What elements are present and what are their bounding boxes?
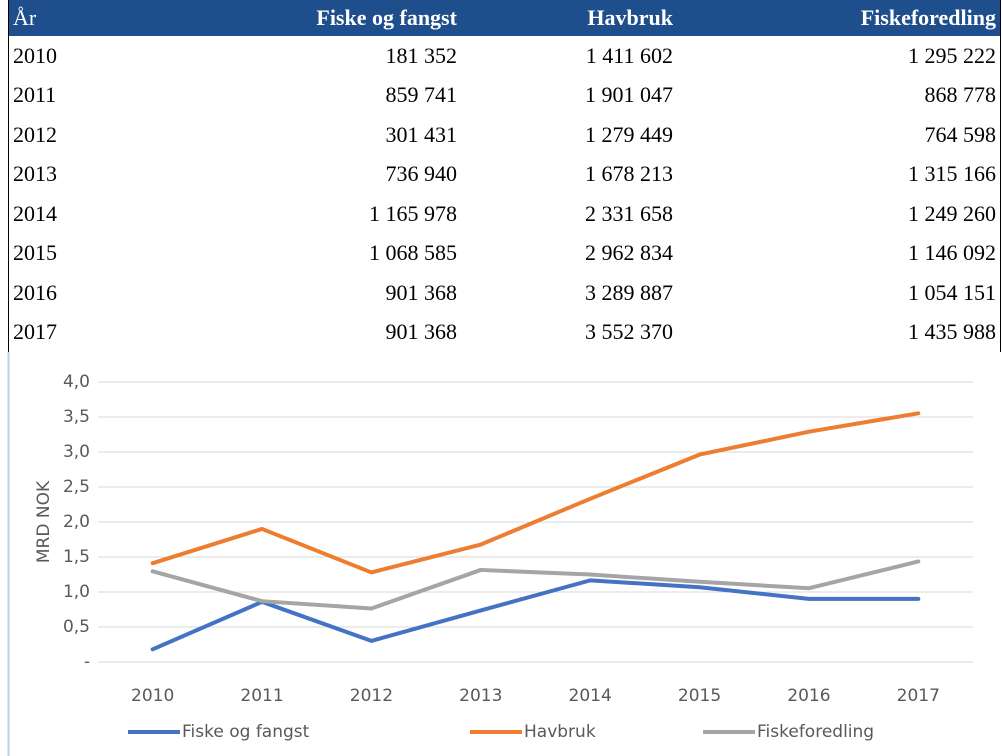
series-line bbox=[150, 578, 921, 652]
header-cell: Fiskeforedling bbox=[676, 0, 1001, 36]
table-row: 2012 301 431 1 279 449 764 598 bbox=[9, 115, 1001, 155]
x-tick-label: 2011 bbox=[240, 686, 283, 706]
table-cell: 1 315 166 bbox=[908, 161, 996, 187]
y-axis-label: MRD NOK bbox=[34, 480, 54, 563]
table-row: 2011 859 741 1 901 047 868 778 bbox=[9, 76, 1001, 116]
header-cell: Havbruk bbox=[460, 0, 677, 36]
table-cell: 1 295 222 bbox=[908, 42, 996, 68]
table-row: 2017 901 368 3 552 370 1 435 988 bbox=[9, 313, 1001, 353]
table-cell: 1 054 151 bbox=[908, 279, 996, 305]
chart: MRD NOK - 0,5 1,0 1,5 2,0 2,5 3,0 3,5 4,0 2010 201… bbox=[7, 352, 973, 756]
table-cell: 1 901 047 bbox=[584, 82, 673, 108]
x-tick-label: 2010 bbox=[131, 686, 174, 706]
table-cell: 1 068 585 bbox=[368, 240, 457, 266]
y-tick-label: 2,5 bbox=[63, 477, 90, 497]
table-cell: 2014 bbox=[13, 200, 57, 226]
x-tick-label: 2014 bbox=[569, 686, 612, 706]
table-cell: 2017 bbox=[13, 319, 57, 345]
table-row: 2016 901 368 3 289 887 1 054 151 bbox=[9, 273, 1001, 313]
legend-label: Fiske og fangst bbox=[182, 722, 310, 742]
table-cell: 859 741 bbox=[385, 82, 457, 108]
table-cell: 1 146 092 bbox=[908, 240, 996, 266]
table-cell: 2 962 834 bbox=[584, 240, 673, 266]
y-tick-label: 1,0 bbox=[63, 582, 90, 602]
y-tick-label: 3,0 bbox=[63, 442, 90, 462]
x-tick-label: 2012 bbox=[350, 686, 393, 706]
table-cell: 301 431 bbox=[385, 121, 457, 147]
table-cell: 901 368 bbox=[385, 279, 457, 305]
x-tick-label: 2015 bbox=[678, 686, 721, 706]
header-cell: År bbox=[8, 0, 127, 36]
table-cell: 181 352 bbox=[385, 42, 457, 68]
series-line bbox=[150, 559, 921, 611]
table-cell: 1 249 260 bbox=[908, 200, 996, 226]
table-row: 2010 181 352 1 411 602 1 295 222 bbox=[9, 36, 1001, 76]
table-cell: 3 552 370 bbox=[584, 319, 673, 345]
y-tick-label: 3,5 bbox=[63, 407, 90, 427]
table-cell: 764 598 bbox=[924, 121, 997, 147]
table-row: 2014 1 165 978 2 331 658 1 249 260 bbox=[9, 194, 1001, 234]
y-tick-label: 1,5 bbox=[63, 547, 90, 567]
table-cell: 2012 bbox=[13, 121, 57, 147]
series-line bbox=[150, 411, 921, 575]
table-cell: 1 678 213 bbox=[584, 161, 673, 187]
x-tick-label: 2017 bbox=[897, 686, 940, 706]
x-tick-label: 2013 bbox=[459, 686, 502, 706]
table-cell: 1 279 449 bbox=[584, 121, 673, 147]
table-cell: 1 165 978 bbox=[368, 200, 457, 226]
table-row: 2015 1 068 585 2 962 834 1 146 092 bbox=[9, 234, 1001, 274]
header-cell: Fiske og fangst bbox=[126, 0, 461, 36]
table-cell: 1 411 602 bbox=[585, 42, 673, 68]
y-tick-label: 0,5 bbox=[63, 617, 90, 637]
table-cell: 2010 bbox=[13, 42, 57, 68]
table-cell: 868 778 bbox=[924, 82, 997, 108]
table-cell: 2013 bbox=[13, 161, 57, 187]
legend-label: Havbruk bbox=[524, 722, 596, 742]
y-tick-label: 4,0 bbox=[63, 372, 90, 392]
table-cell: 2 331 658 bbox=[584, 200, 673, 226]
table-cell: 2011 bbox=[13, 82, 57, 108]
table-cell: 901 368 bbox=[385, 319, 457, 345]
table-cell: 3 289 887 bbox=[584, 279, 673, 305]
legend-label: Fiskeforedling bbox=[757, 722, 874, 742]
y-tick-label: - bbox=[84, 652, 90, 672]
table-cell: 1 435 988 bbox=[908, 319, 996, 345]
table-row: 2013 736 940 1 678 213 1 315 166 bbox=[9, 155, 1001, 195]
table-cell: 2016 bbox=[13, 279, 57, 305]
table-cell: 736 940 bbox=[385, 161, 457, 187]
table-cell: 2015 bbox=[13, 240, 57, 266]
y-tick-label: 2,0 bbox=[63, 512, 90, 532]
x-tick-label: 2016 bbox=[787, 686, 830, 706]
data-table: År Fiske og fangst Havbruk Fiskeforedling 20… bbox=[8, 0, 1001, 352]
